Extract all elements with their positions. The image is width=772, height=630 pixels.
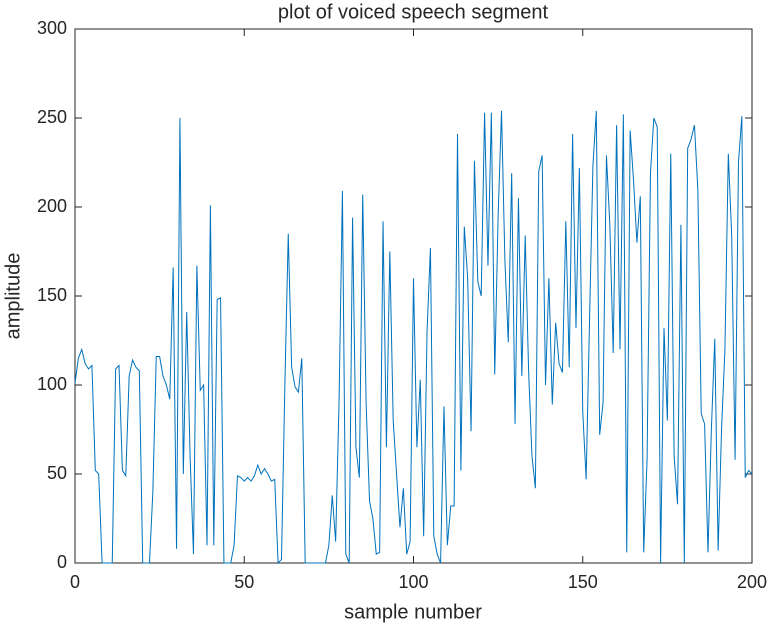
chart-title: plot of voiced speech segment: [278, 1, 549, 23]
y-tick-label: 100: [37, 374, 67, 394]
y-axis-label: amplitude: [2, 253, 24, 340]
y-tick-label: 150: [37, 285, 67, 305]
data-line: [74, 110, 753, 565]
x-tick-label: 50: [234, 572, 254, 592]
x-tick-label: 200: [737, 572, 767, 592]
x-tick-label: 150: [568, 572, 598, 592]
x-tick-label: 100: [398, 572, 428, 592]
x-axis-label: sample number: [344, 601, 482, 623]
y-tick-label: 50: [47, 463, 67, 483]
y-tick-label: 300: [37, 18, 67, 38]
y-tick-label: 250: [37, 107, 67, 127]
x-tick-label: 0: [70, 572, 80, 592]
y-tick-label: 200: [37, 196, 67, 216]
y-tick-label: 0: [57, 552, 67, 572]
